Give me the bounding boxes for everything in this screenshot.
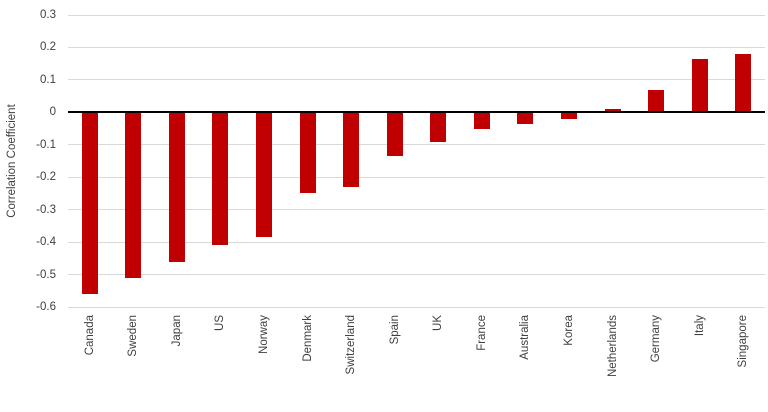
- y-axis-tick-label: -0.2: [36, 171, 56, 184]
- x-axis-label-germany: Germany: [650, 315, 663, 363]
- y-axis-tick-label: 0: [49, 106, 56, 119]
- bar-italy: [691, 58, 708, 113]
- bar-singapore: [735, 53, 752, 113]
- bar-norway: [256, 112, 273, 238]
- bar-germany: [648, 89, 665, 113]
- x-axis-label-uk: UK: [432, 315, 445, 331]
- x-axis-label-italy: Italy: [693, 315, 706, 337]
- bar-switzerland: [343, 112, 360, 187]
- y-axis-tick-label: -0.5: [36, 268, 56, 281]
- x-axis-label-denmark: Denmark: [301, 315, 314, 362]
- bar-us: [212, 112, 229, 246]
- bar-sweden: [125, 112, 142, 278]
- gridline: [68, 79, 765, 81]
- gridline: [68, 241, 765, 243]
- x-axis-label-singapore: Singapore: [737, 315, 750, 368]
- y-axis-tick-label: -0.3: [36, 203, 56, 216]
- x-axis-label-spain: Spain: [388, 315, 401, 345]
- x-axis-label-japan: Japan: [170, 315, 183, 347]
- y-axis-tick-label: 0.3: [40, 9, 56, 21]
- y-axis-tick-label: -0.4: [36, 236, 56, 249]
- bar-japan: [168, 112, 185, 262]
- bar-uk: [430, 112, 447, 142]
- y-axis-tick-label: -0.1: [36, 138, 56, 151]
- x-axis-label-norway: Norway: [258, 315, 271, 354]
- x-axis-label-canada: Canada: [83, 315, 96, 356]
- x-axis-label-france: France: [475, 315, 488, 351]
- y-axis-tick-label: -0.6: [36, 301, 56, 313]
- gridline: [68, 46, 765, 48]
- y-axis-tick-label: 0.2: [40, 41, 56, 54]
- bar-netherlands: [604, 109, 621, 113]
- gridline: [68, 144, 765, 146]
- y-axis-tick-label: 0.1: [40, 73, 56, 86]
- x-axis-label-australia: Australia: [519, 315, 532, 360]
- gridline: [68, 306, 765, 308]
- x-axis-label-us: US: [214, 315, 227, 331]
- y-axis-title: Correlation Coefficient: [6, 104, 18, 218]
- bar-korea: [560, 112, 577, 119]
- x-axis-label-sweden: Sweden: [127, 315, 140, 357]
- x-axis-label-netherlands: Netherlands: [606, 315, 619, 378]
- bar-france: [473, 112, 490, 129]
- bar-spain: [386, 112, 403, 157]
- x-axis-label-korea: Korea: [562, 315, 575, 346]
- x-axis-label-switzerland: Switzerland: [345, 315, 358, 375]
- gridline: [68, 14, 765, 16]
- bar-canada: [81, 112, 98, 295]
- gridline: [68, 176, 765, 178]
- bar-denmark: [299, 112, 316, 194]
- gridline: [68, 209, 765, 211]
- gridline: [68, 274, 765, 276]
- zero-axis-line: [68, 111, 765, 114]
- bar-australia: [517, 112, 534, 124]
